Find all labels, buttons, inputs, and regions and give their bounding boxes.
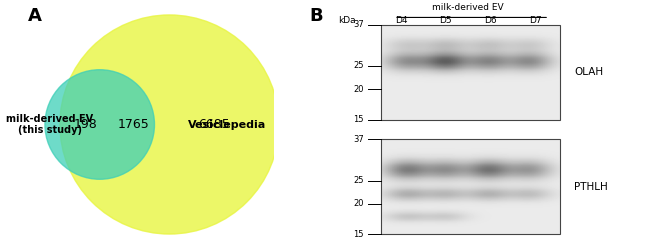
Text: 6685: 6685 [198,118,230,131]
Text: A: A [27,7,42,25]
Text: OLAH: OLAH [574,67,603,77]
Circle shape [45,70,155,179]
Text: D4: D4 [395,16,408,25]
Text: B: B [309,7,322,25]
Bar [382,139,560,234]
Text: 37: 37 [354,20,364,29]
Text: 25: 25 [354,176,364,185]
Text: 37: 37 [354,135,364,144]
Text: 20: 20 [354,85,364,94]
Text: milk-derived EV
(this study): milk-derived EV (this study) [6,114,94,135]
Bar [382,25,560,120]
Text: D7: D7 [529,16,541,25]
Text: 15: 15 [354,230,364,239]
Text: 20: 20 [354,199,364,208]
Text: 1765: 1765 [118,118,150,131]
Text: 15: 15 [354,115,364,124]
Text: 198: 198 [74,118,98,131]
Text: 25: 25 [354,62,364,70]
Text: kDa: kDa [338,16,356,25]
Text: milk-derived EV: milk-derived EV [432,3,504,12]
Text: Vesiclepedia: Vesiclepedia [188,120,266,129]
Text: D6: D6 [484,16,497,25]
Circle shape [60,15,279,234]
Text: D5: D5 [439,16,452,25]
Text: PTHLH: PTHLH [574,182,608,192]
